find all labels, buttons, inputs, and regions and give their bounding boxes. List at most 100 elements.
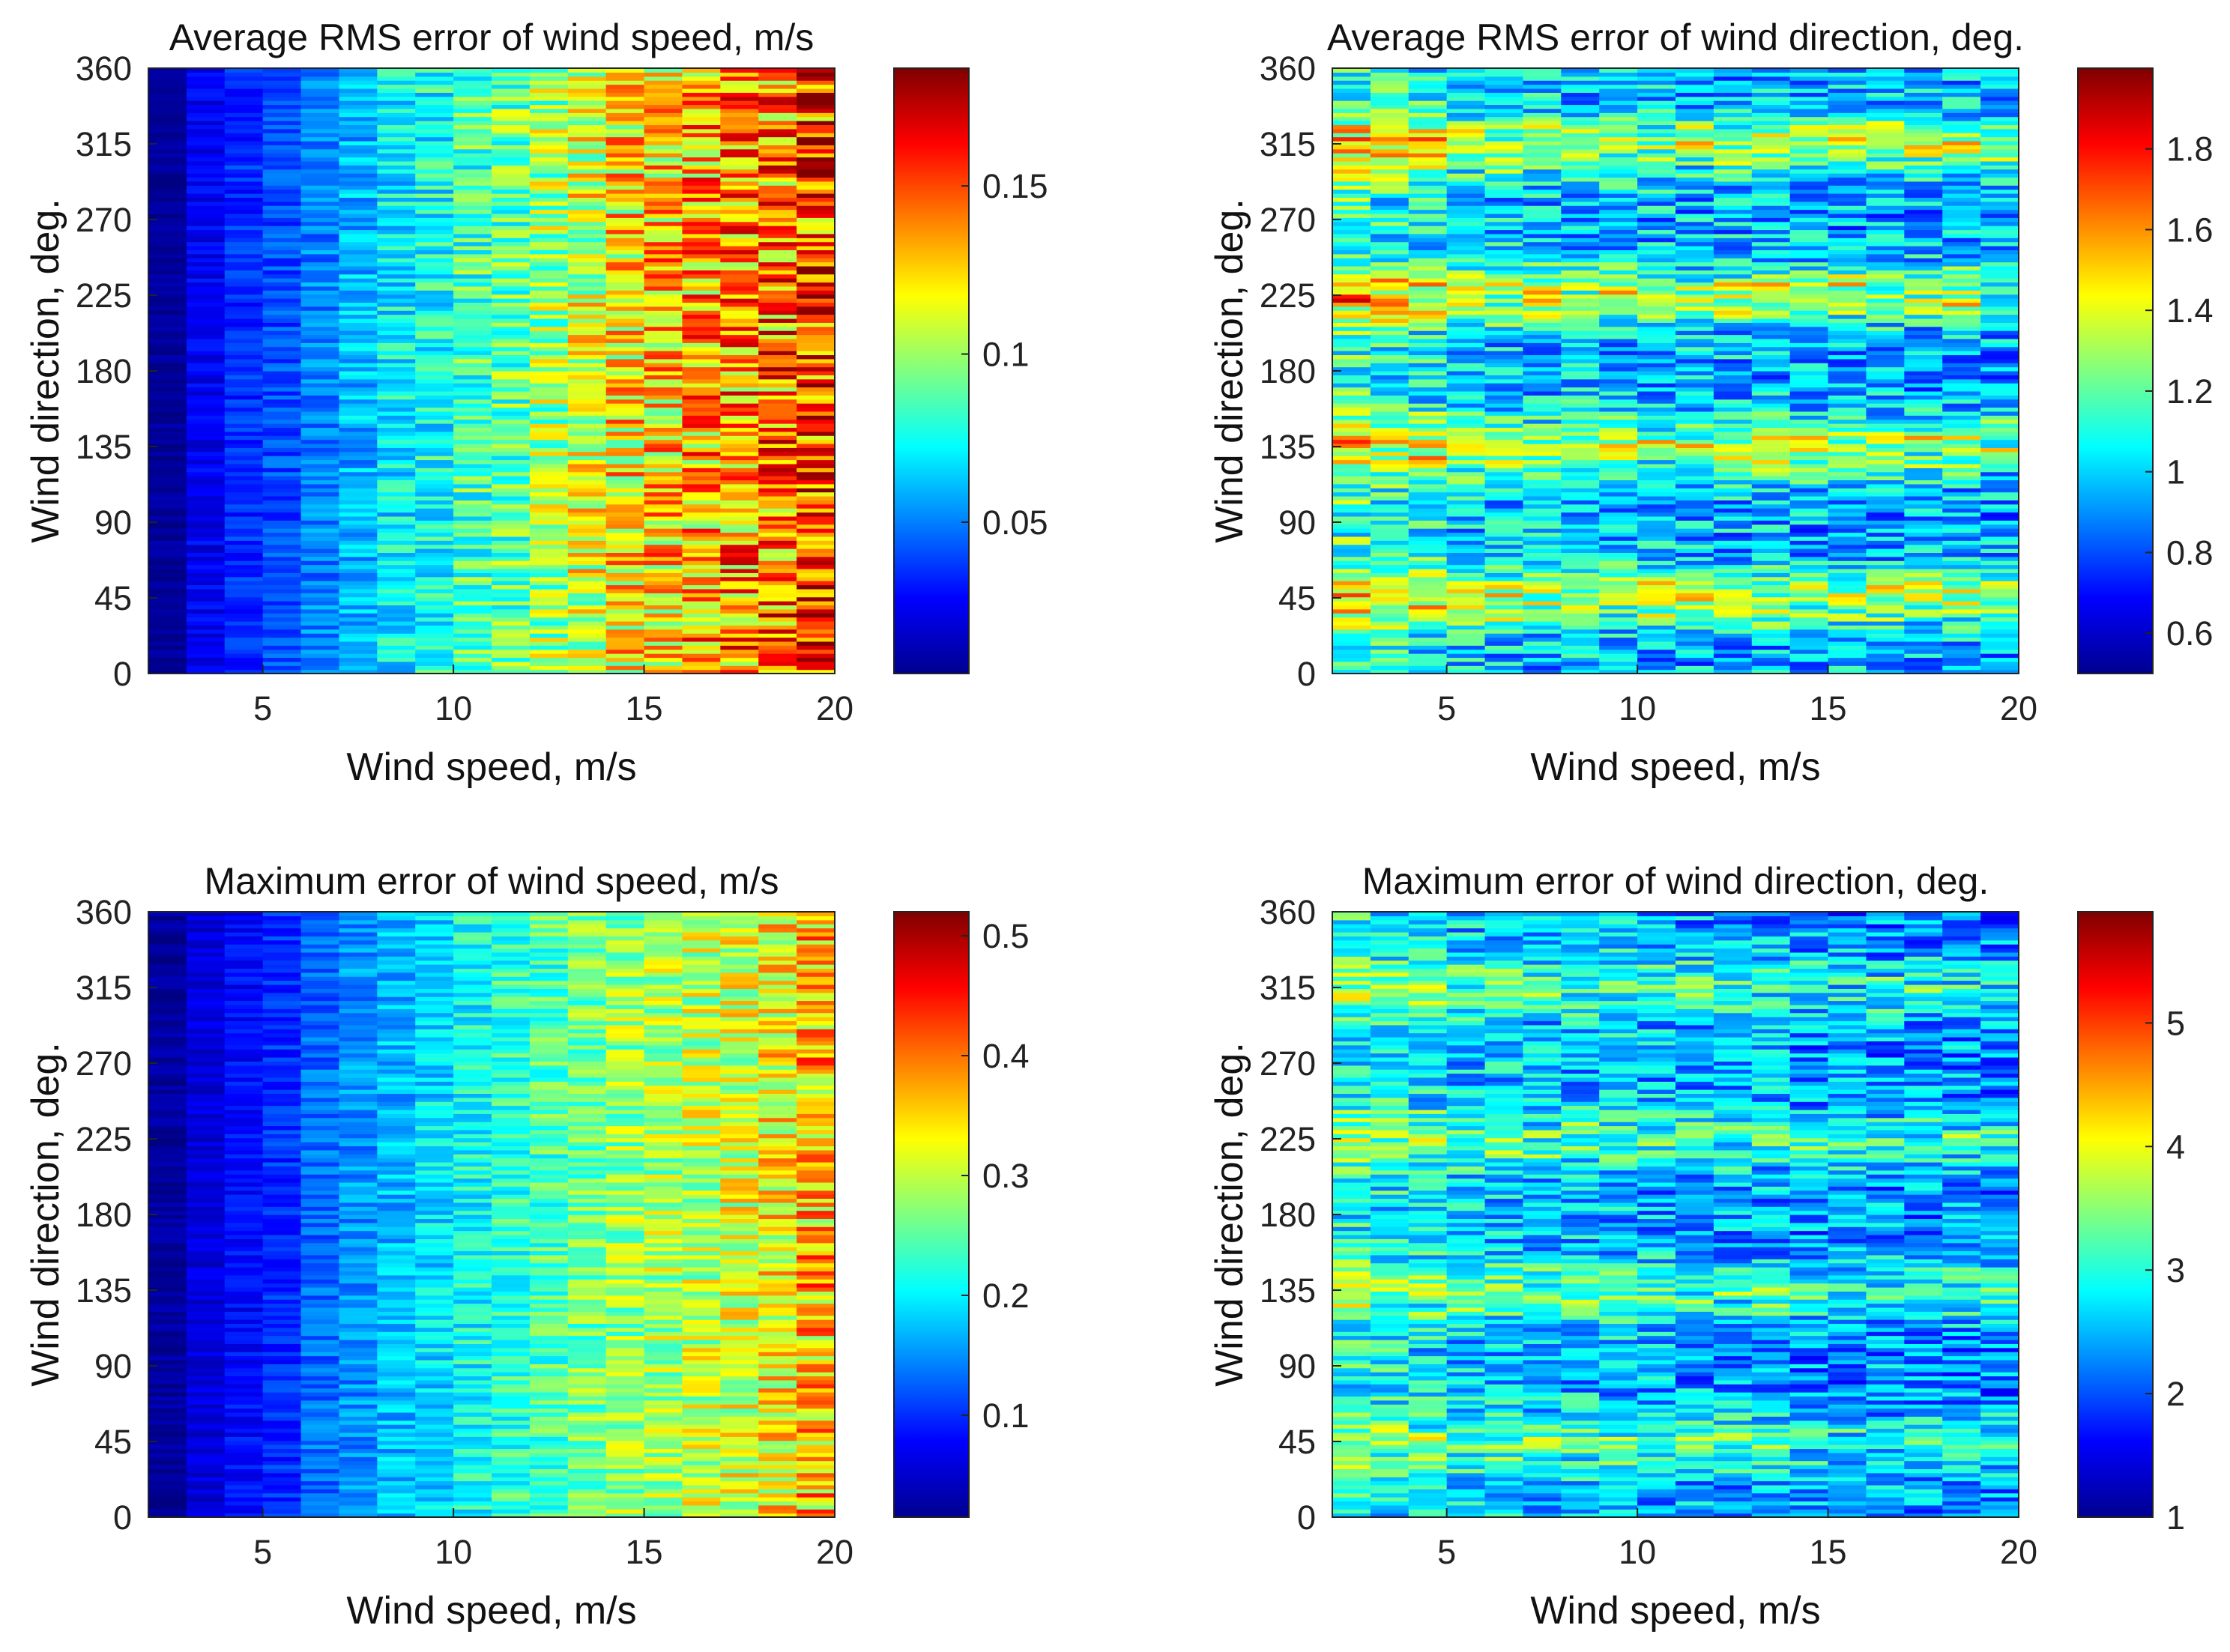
- heatmap-cell: [1866, 423, 1905, 429]
- heatmap-cell: [1751, 605, 1791, 610]
- heatmap-cell: [377, 596, 416, 602]
- heatmap-cell: [1828, 407, 1867, 412]
- heatmap-cell: [1370, 378, 1409, 384]
- heatmap-cell: [339, 451, 378, 456]
- heatmap-cell: [148, 411, 187, 416]
- heatmap-cell: [415, 258, 454, 263]
- heatmap-cell: [1751, 447, 1791, 453]
- heatmap-cell: [644, 226, 683, 231]
- heatmap-cell: [682, 456, 721, 461]
- heatmap-cell: [148, 302, 187, 307]
- heatmap-cell: [300, 100, 340, 106]
- heatmap-cell: [605, 104, 645, 109]
- heatmap-cell: [605, 588, 645, 593]
- heatmap-cell: [1446, 456, 1486, 461]
- heatmap-cell: [1866, 342, 1905, 348]
- heatmap-cell: [1713, 584, 1753, 590]
- heatmap-cell: [1446, 560, 1486, 566]
- heatmap-cell: [1789, 548, 1829, 553]
- heatmap-cell: [339, 403, 378, 408]
- heatmap-cell: [1866, 411, 1905, 416]
- heatmap-cell: [1446, 536, 1486, 541]
- heatmap-cell: [224, 133, 264, 138]
- heatmap-cell: [415, 197, 454, 202]
- heatmap-cell: [492, 334, 531, 339]
- heatmap-cell: [492, 124, 531, 130]
- heatmap-cell: [1523, 108, 1562, 113]
- heatmap-cell: [453, 495, 492, 500]
- heatmap-cell: [529, 503, 569, 509]
- heatmap-cell: [1370, 104, 1409, 109]
- heatmap-cell: [186, 637, 226, 642]
- heatmap-cell: [644, 241, 683, 246]
- heatmap-cell: [797, 302, 836, 307]
- heatmap-cell: [1789, 253, 1829, 258]
- heatmap-cell: [567, 209, 607, 214]
- heatmap-cell: [605, 72, 645, 77]
- heatmap-cell: [1446, 80, 1486, 85]
- heatmap-cell: [1751, 593, 1791, 598]
- heatmap-cell: [1561, 285, 1600, 291]
- heatmap-cell: [339, 665, 378, 671]
- heatmap-cell: [1789, 508, 1829, 513]
- heatmap-cell: [453, 330, 492, 336]
- heatmap-cell: [415, 584, 454, 590]
- heatmap-cell: [453, 423, 492, 429]
- heatmap-cell: [605, 495, 645, 500]
- heatmap-cell: [644, 423, 683, 429]
- heatmap-cell: [1637, 536, 1676, 541]
- heatmap-cell: [1370, 552, 1409, 557]
- heatmap-cell: [492, 197, 531, 202]
- heatmap-cell: [720, 548, 759, 553]
- heatmap-cell: [1751, 351, 1791, 356]
- heatmap-cell: [758, 351, 797, 356]
- heatmap-cell: [148, 629, 187, 634]
- heatmap-cell: [1446, 253, 1486, 258]
- heatmap-cell: [1637, 605, 1676, 610]
- heatmap-cell: [758, 653, 797, 659]
- heatmap-cell: [186, 500, 226, 505]
- heatmap-cell: [758, 217, 797, 223]
- heatmap-cell: [1675, 318, 1714, 323]
- heatmap-cell: [720, 669, 759, 674]
- heatmap-cell: [1561, 423, 1600, 429]
- heatmap-cell: [377, 306, 416, 311]
- heatmap-cell: [453, 468, 492, 473]
- heatmap-cell: [797, 601, 836, 606]
- heatmap-cell: [300, 92, 340, 97]
- heatmap-cell: [644, 253, 683, 258]
- heatmap-cell: [682, 136, 721, 142]
- heatmap-cell: [720, 399, 759, 404]
- heatmap-cell: [339, 564, 378, 569]
- heatmap-cell: [1866, 249, 1905, 255]
- heatmap-cell: [1599, 463, 1638, 468]
- heatmap-cell: [529, 209, 569, 214]
- heatmap-cell: [1599, 338, 1638, 343]
- heatmap-cell: [1561, 645, 1600, 650]
- heatmap-cell: [300, 209, 340, 214]
- heatmap-cell: [797, 423, 836, 429]
- heatmap-cell: [644, 431, 683, 436]
- heatmap-cell: [415, 273, 454, 279]
- heatmap-cell: [720, 495, 759, 500]
- heatmap-cell: [1828, 157, 1867, 162]
- heatmap-cell: [224, 173, 264, 178]
- heatmap-cell: [529, 439, 569, 444]
- heatmap-cell: [1866, 500, 1905, 505]
- heatmap-cell: [1332, 322, 1371, 327]
- heatmap-cell: [1408, 342, 1448, 348]
- heatmap-cell: [339, 326, 378, 331]
- heatmap-cell: [1828, 552, 1867, 557]
- heatmap-cell: [1370, 233, 1409, 238]
- heatmap-cell: [1599, 306, 1638, 311]
- heatmap-cell: [1446, 515, 1486, 521]
- heatmap-cell: [1789, 495, 1829, 500]
- heatmap-cell: [1332, 560, 1371, 566]
- heatmap-cell: [1446, 209, 1486, 214]
- heatmap-cell: [1751, 665, 1791, 671]
- heatmap-cell: [415, 201, 454, 206]
- heatmap-cell: [453, 645, 492, 650]
- heatmap-cell: [186, 290, 226, 295]
- heatmap-cell: [1370, 605, 1409, 610]
- heatmap-cell: [1751, 226, 1791, 231]
